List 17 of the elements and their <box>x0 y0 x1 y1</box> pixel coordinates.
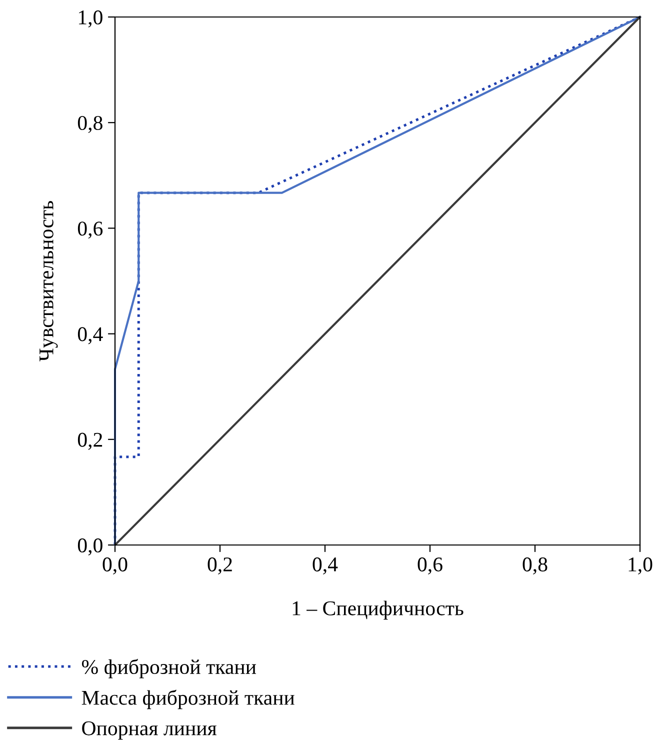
x-tick-label: 0,6 <box>418 557 442 574</box>
x-tick-label: 1,0 <box>628 557 652 574</box>
legend-label: Масса фиброзной ткани <box>82 690 294 710</box>
legend-label: % фиброзной ткани <box>82 658 256 678</box>
y-tick-label: 0,8 <box>78 116 102 134</box>
y-tick-label: 0,0 <box>78 538 102 556</box>
y-axis-title: Чувствительность <box>40 201 58 362</box>
y-tick-label: 0,6 <box>78 222 103 239</box>
y-tick-label: 0,4 <box>78 327 103 344</box>
legend-label: Опорная линия <box>82 721 217 740</box>
x-tick-label: 0,0 <box>102 557 128 574</box>
x-tick-label: 0,8 <box>522 557 548 574</box>
y-tick-label: 0,2 <box>78 432 102 450</box>
y-tick-label: 1,0 <box>78 10 102 28</box>
x-tick-label: 0,2 <box>208 557 232 574</box>
x-tick-label: 0,4 <box>312 557 338 574</box>
x-axis-title: 1 – Специфичность <box>292 600 464 620</box>
